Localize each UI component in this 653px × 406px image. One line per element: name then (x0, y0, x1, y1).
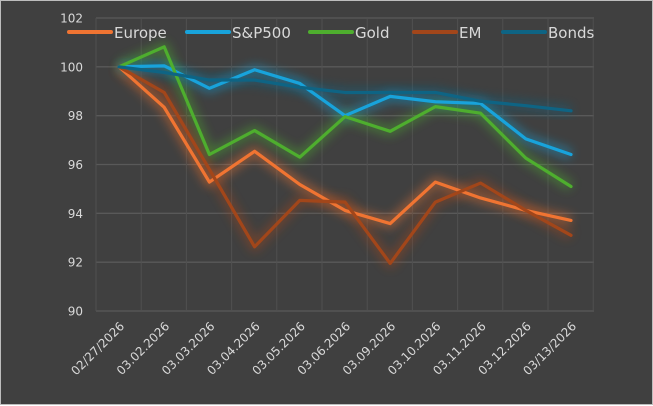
legend-item: S&P500 (187, 24, 291, 42)
legend-label: Bonds (548, 24, 594, 42)
y-tick-label: 96 (68, 158, 83, 172)
legend-label: S&P500 (232, 24, 291, 42)
legend-label: Europe (114, 24, 167, 42)
y-tick-label: 98 (68, 109, 83, 123)
y-tick-label: 90 (68, 305, 83, 319)
legend-label: EM (459, 24, 481, 42)
y-tick-label: 94 (68, 207, 83, 221)
legend-label: Gold (355, 24, 390, 42)
y-tick-label: 92 (68, 256, 83, 270)
legend-item: EM (414, 24, 481, 42)
y-tick-label: 100 (60, 60, 83, 74)
legend-item: Europe (69, 24, 167, 42)
legend-item: Bonds (503, 24, 594, 42)
y-tick-label: 102 (60, 12, 83, 26)
